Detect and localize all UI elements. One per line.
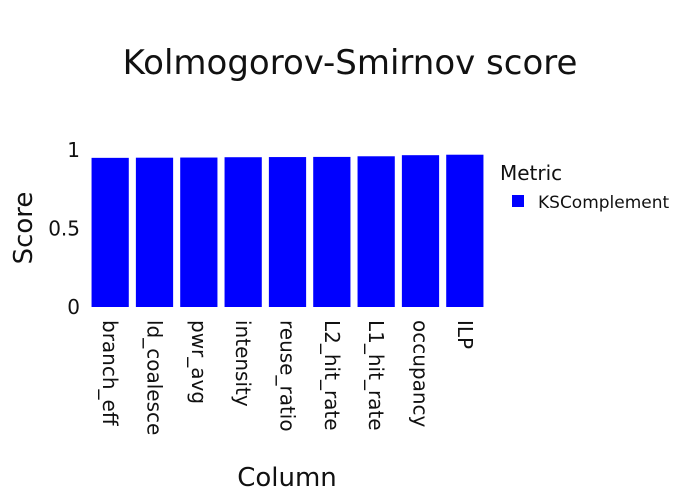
x-tick-label: occupancy — [409, 320, 433, 428]
x-tick-label: ld_coalesce — [143, 320, 167, 435]
bar-group — [91, 154, 484, 307]
bar-pwr_avg[interactable] — [180, 157, 218, 307]
x-tick-label: reuse_ratio — [276, 320, 300, 432]
y-tick-label: 1 — [67, 138, 80, 162]
legend: Metric KSComplement — [500, 161, 670, 213]
y-axis-title: Score — [9, 192, 39, 265]
bar-ld_coalesce[interactable] — [135, 157, 174, 307]
x-axis-title: Column — [237, 463, 337, 493]
bar-ILP[interactable] — [446, 154, 484, 307]
bar-L2_hit_rate[interactable] — [313, 156, 351, 307]
bar-L1_hit_rate[interactable] — [357, 156, 395, 307]
legend-title: Metric — [500, 161, 562, 185]
bar-reuse_ratio[interactable] — [268, 157, 307, 307]
bar-branch_eff[interactable] — [91, 157, 129, 307]
y-tick-label: 0.5 — [48, 217, 80, 241]
x-tick-label: pwr_avg — [187, 320, 211, 404]
x-tick-label: L1_hit_rate — [364, 320, 388, 431]
x-tick-label: branch_eff — [98, 320, 122, 427]
chart-title: Kolmogorov-Smirnov score — [123, 43, 578, 83]
x-tick-label: intensity — [231, 320, 255, 407]
bar-occupancy[interactable] — [401, 155, 440, 307]
y-tick-label: 0 — [67, 295, 80, 319]
bar-intensity[interactable] — [224, 157, 262, 307]
y-axis-ticks: 00.51 — [48, 138, 80, 319]
legend-swatch[interactable] — [512, 195, 524, 207]
x-axis-ticks: branch_eff ld_coalesce pwr_avg intensity reu… — [98, 320, 477, 435]
legend-label[interactable]: KSComplement — [538, 193, 670, 213]
x-tick-label: ILP — [453, 320, 477, 349]
x-tick-label: L2_hit_rate — [320, 320, 344, 431]
